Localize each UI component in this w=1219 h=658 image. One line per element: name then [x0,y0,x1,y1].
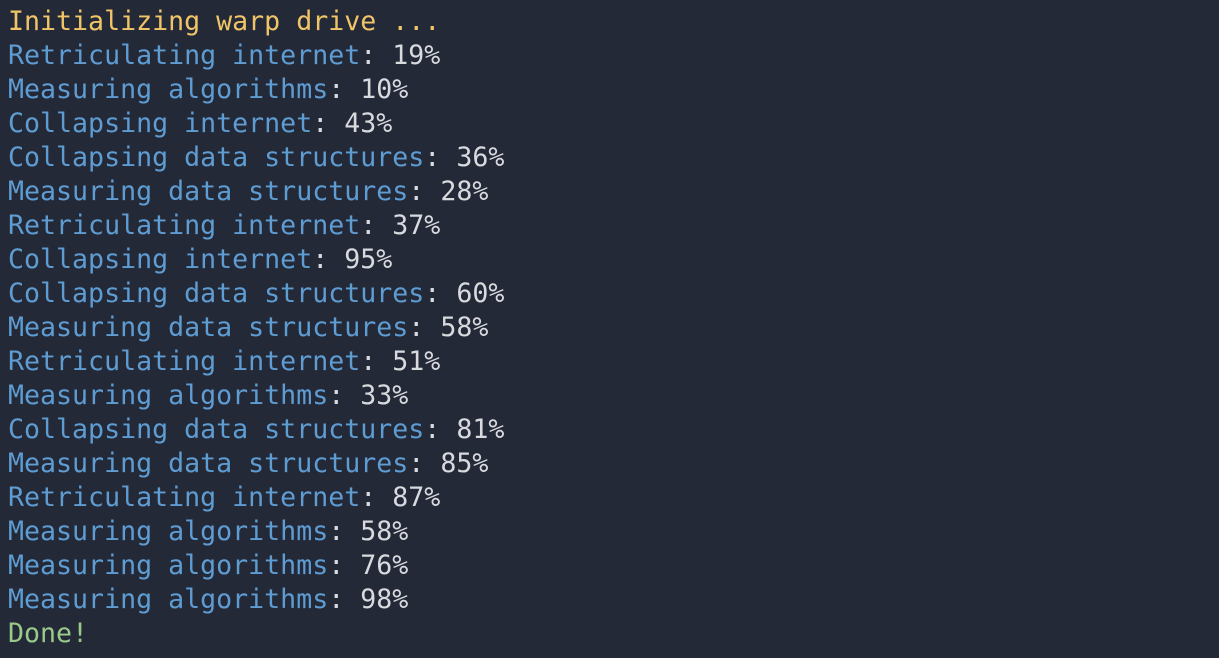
separator: : [312,244,345,275]
task-name: Collapsing internet [8,108,313,139]
task-name: Measuring algorithms [8,516,329,547]
separator: : [312,108,345,139]
progress-line: Retriculating internet: 51% [8,345,1211,379]
task-name: Collapsing internet [8,244,313,275]
progress-line: Collapsing internet: 43% [8,107,1211,141]
task-percent: 58% [360,516,409,547]
separator: : [328,516,361,547]
task-percent: 58% [440,312,489,343]
task-name: Measuring algorithms [8,74,329,105]
task-name: Measuring data structures [8,176,409,207]
task-percent: 60% [456,278,505,309]
separator: : [424,414,457,445]
separator: : [424,142,457,173]
separator: : [328,584,361,615]
progress-line: Collapsing data structures: 36% [8,141,1211,175]
init-message: Initializing warp drive ... [8,6,441,37]
task-name: Collapsing data structures [8,414,425,445]
separator: : [408,312,441,343]
task-percent: 36% [456,142,505,173]
progress-line: Collapsing data structures: 60% [8,277,1211,311]
task-percent: 37% [392,210,441,241]
task-percent: 51% [392,346,441,377]
task-percent: 43% [344,108,393,139]
progress-line: Measuring data structures: 85% [8,447,1211,481]
task-percent: 81% [456,414,505,445]
task-name: Measuring data structures [8,448,409,479]
progress-line: Measuring data structures: 28% [8,175,1211,209]
task-name: Measuring algorithms [8,550,329,581]
task-percent: 19% [392,40,441,71]
separator: : [328,380,361,411]
progress-line: Measuring algorithms: 10% [8,73,1211,107]
progress-line: Measuring algorithms: 98% [8,583,1211,617]
task-name: Retriculating internet [8,482,361,513]
task-name: Measuring data structures [8,312,409,343]
done-line: Done! [8,617,1211,651]
separator: : [424,278,457,309]
task-percent: 33% [360,380,409,411]
task-percent: 10% [360,74,409,105]
task-percent: 95% [344,244,393,275]
task-name: Retriculating internet [8,346,361,377]
progress-line: Measuring algorithms: 58% [8,515,1211,549]
task-percent: 98% [360,584,409,615]
separator: : [360,210,393,241]
progress-line: Retriculating internet: 87% [8,481,1211,515]
task-name: Retriculating internet [8,40,361,71]
task-name: Collapsing data structures [8,142,425,173]
init-line: Initializing warp drive ... [8,5,1211,39]
progress-line: Collapsing data structures: 81% [8,413,1211,447]
separator: : [408,448,441,479]
task-percent: 87% [392,482,441,513]
separator: : [360,346,393,377]
progress-line: Collapsing internet: 95% [8,243,1211,277]
task-name: Collapsing data structures [8,278,425,309]
separator: : [408,176,441,207]
done-message: Done! [8,618,89,649]
separator: : [328,74,361,105]
task-percent: 28% [440,176,489,207]
progress-line: Retriculating internet: 19% [8,39,1211,73]
separator: : [360,482,393,513]
task-percent: 76% [360,550,409,581]
progress-line: Measuring algorithms: 33% [8,379,1211,413]
progress-line: Measuring data structures: 58% [8,311,1211,345]
progress-line: Measuring algorithms: 76% [8,549,1211,583]
separator: : [328,550,361,581]
separator: : [360,40,393,71]
task-name: Measuring algorithms [8,584,329,615]
task-name: Retriculating internet [8,210,361,241]
task-name: Measuring algorithms [8,380,329,411]
task-percent: 85% [440,448,489,479]
progress-line: Retriculating internet: 37% [8,209,1211,243]
